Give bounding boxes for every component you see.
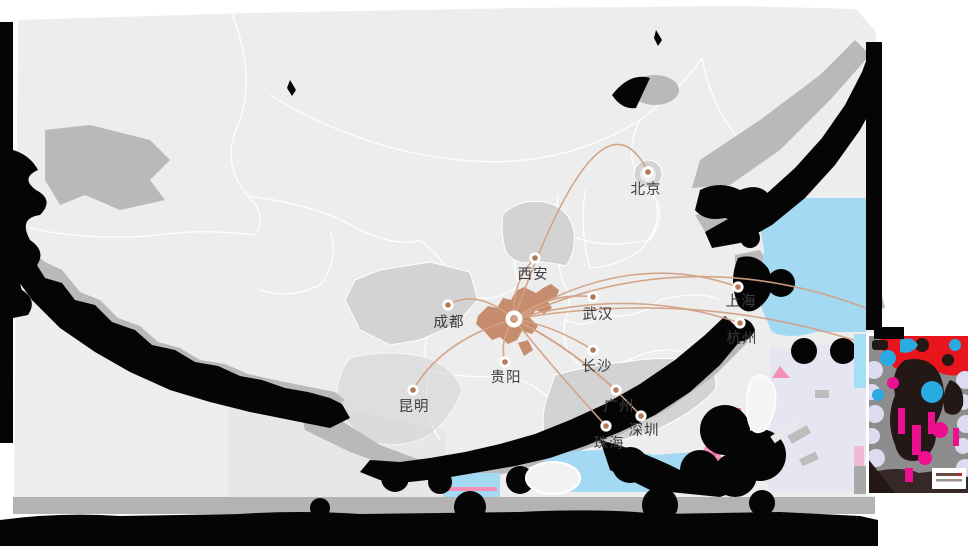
poster-side-strips xyxy=(854,334,868,494)
city-label-wuhan: 武汉 xyxy=(583,306,614,323)
route-shenzhen xyxy=(513,318,642,417)
black-corner-block xyxy=(874,327,904,339)
city-label-shenzhen: 深圳 xyxy=(629,422,660,439)
hub-marker xyxy=(505,310,523,328)
markers-layer xyxy=(407,166,746,432)
route-chengdu xyxy=(447,298,515,320)
shadow-layer xyxy=(0,22,882,546)
city-marker-dot-chengdu xyxy=(445,302,451,308)
city-marker-dot-beijing xyxy=(645,169,651,175)
route-hangzhou xyxy=(513,302,741,324)
city-label-beijing: 北京 xyxy=(631,181,662,198)
city-marker-dot-zhuhai xyxy=(603,423,609,429)
city-label-shanghai: 上海 xyxy=(726,293,757,310)
city-marker-dot-shenzhen xyxy=(638,413,644,419)
city-label-changsha: 长沙 xyxy=(582,358,613,375)
city-marker-dot-guangzhou xyxy=(613,387,619,393)
city-marker-dot-hangzhou xyxy=(737,320,743,326)
route-zhuhai xyxy=(513,318,607,427)
city-marker-dot-xian xyxy=(532,255,538,261)
bottom-gray-bar xyxy=(13,497,875,514)
city-label-xian: 西安 xyxy=(518,266,549,283)
poster-stamp xyxy=(932,468,966,489)
city-marker-dot-changsha xyxy=(590,347,596,353)
city-label-chengdu: 成都 xyxy=(434,314,465,331)
city-marker-dot-wuhan xyxy=(590,294,596,300)
city-marker-dot-shanghai xyxy=(735,284,741,290)
route-east-2 xyxy=(513,307,867,345)
city-label-hangzhou: 杭州 xyxy=(727,330,758,347)
poster-thumbnail xyxy=(866,327,971,496)
routes-layer xyxy=(412,143,867,427)
city-label-kunming: 昆明 xyxy=(399,399,430,415)
city-label-guangzhou: 广州 xyxy=(604,398,635,415)
city-label-zhuhai: 珠海 xyxy=(594,435,625,452)
route-east-1 xyxy=(513,275,867,320)
city-marker-dot-guiyang xyxy=(502,359,508,365)
route-kunming xyxy=(412,318,515,391)
city-marker-dot-kunming xyxy=(410,387,416,393)
route-shanghai xyxy=(513,272,739,320)
city-label-guiyang: 贵阳 xyxy=(491,369,522,386)
island-accents xyxy=(525,375,798,495)
